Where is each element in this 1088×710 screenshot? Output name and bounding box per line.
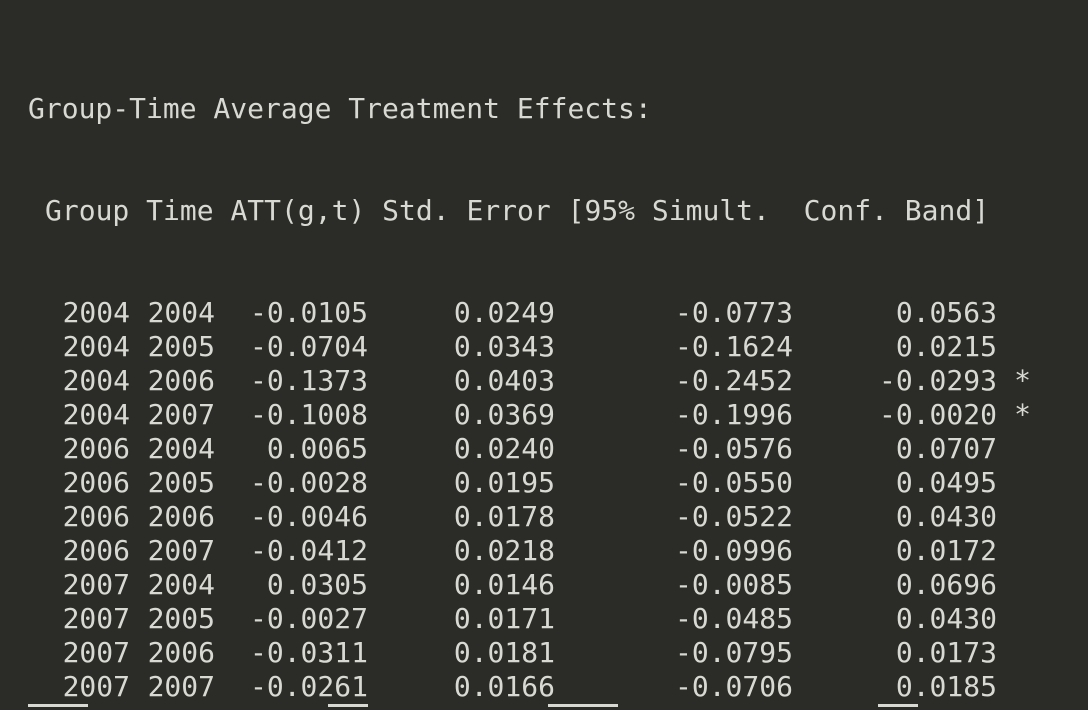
cell-band-lower: -0.0085 bbox=[674, 568, 793, 601]
cell-std-error: 0.0240 bbox=[453, 432, 555, 465]
cell-att: -0.1008 bbox=[249, 398, 368, 431]
cell-band-upper: 0.0215 bbox=[895, 330, 997, 363]
table-row: 2004 2006 -0.1373 0.0403 -0.2452 -0.0293 * bbox=[28, 364, 1039, 398]
header-time: Time bbox=[146, 194, 214, 227]
table-row: 2007 2007 -0.0261 0.0166 -0.0706 0.0185 bbox=[28, 670, 1039, 704]
cell-att: -0.0311 bbox=[249, 636, 368, 669]
cell-std-error: 0.0218 bbox=[453, 534, 555, 567]
results-table: 2004 2004 -0.0105 0.0249 -0.0773 0.0563 2004 20… bbox=[28, 296, 1039, 704]
cell-band-upper: 0.0173 bbox=[895, 636, 997, 669]
cell-band-lower: -0.0773 bbox=[674, 296, 793, 329]
cell-band-lower: -0.0795 bbox=[674, 636, 793, 669]
table-row: 2004 2005 -0.0704 0.0343 -0.1624 0.0215 bbox=[28, 330, 1039, 364]
cell-band-lower: -0.0485 bbox=[674, 602, 793, 635]
table-row: 2007 2006 -0.0311 0.0181 -0.0795 0.0173 bbox=[28, 636, 1039, 670]
cell-group: 2004 bbox=[62, 330, 130, 363]
cell-time: 2005 bbox=[147, 466, 215, 499]
cell-band-lower: -0.1996 bbox=[674, 398, 793, 431]
cell-signif: * bbox=[1014, 398, 1031, 431]
cell-group: 2006 bbox=[62, 432, 130, 465]
cell-std-error: 0.0171 bbox=[453, 602, 555, 635]
cell-std-error: 0.0343 bbox=[453, 330, 555, 363]
header-lower: [95% Simult. bbox=[567, 194, 770, 227]
table-row: 2007 2004 0.0305 0.0146 -0.0085 0.0696 bbox=[28, 568, 1039, 602]
cell-time: 2006 bbox=[147, 636, 215, 669]
cell-group: 2006 bbox=[62, 534, 130, 567]
cell-att: -0.0046 bbox=[249, 500, 368, 533]
cell-std-error: 0.0146 bbox=[453, 568, 555, 601]
cell-band-upper: 0.0696 bbox=[895, 568, 997, 601]
cell-time: 2004 bbox=[147, 432, 215, 465]
cell-att: 0.0065 bbox=[266, 432, 368, 465]
console-output: Group-Time Average Treatment Effects: Gr… bbox=[28, 24, 1039, 710]
cell-time: 2007 bbox=[147, 534, 215, 567]
cell-band-lower: -0.0522 bbox=[674, 500, 793, 533]
cell-group: 2007 bbox=[62, 568, 130, 601]
table-row: 2006 2004 0.0065 0.0240 -0.0576 0.0707 bbox=[28, 432, 1039, 466]
table-row: 2006 2007 -0.0412 0.0218 -0.0996 0.0172 bbox=[28, 534, 1039, 568]
table-row: 2004 2007 -0.1008 0.0369 -0.1996 -0.0020 * bbox=[28, 398, 1039, 432]
cell-band-lower: -0.0996 bbox=[674, 534, 793, 567]
cell-time: 2005 bbox=[147, 602, 215, 635]
cell-band-lower: -0.0706 bbox=[674, 670, 793, 703]
cell-att: 0.0305 bbox=[266, 568, 368, 601]
cell-group: 2007 bbox=[62, 670, 130, 703]
table-row: 2006 2005 -0.0028 0.0195 -0.0550 0.0495 bbox=[28, 466, 1039, 500]
cell-band-upper: 0.0172 bbox=[895, 534, 997, 567]
cell-signif: * bbox=[1014, 364, 1031, 397]
cell-std-error: 0.0181 bbox=[453, 636, 555, 669]
cell-time: 2004 bbox=[147, 296, 215, 329]
cell-band-upper: -0.0020 bbox=[878, 398, 997, 431]
cell-band-lower: -0.0550 bbox=[674, 466, 793, 499]
cell-band-upper: 0.0707 bbox=[895, 432, 997, 465]
cell-band-lower: -0.2452 bbox=[674, 364, 793, 397]
cell-att: -0.0412 bbox=[249, 534, 368, 567]
cell-att: -0.0704 bbox=[249, 330, 368, 363]
cell-band-upper: 0.0563 bbox=[895, 296, 997, 329]
cell-std-error: 0.0403 bbox=[453, 364, 555, 397]
cell-att: -0.0105 bbox=[249, 296, 368, 329]
cell-band-upper: 0.0495 bbox=[895, 466, 997, 499]
header-se: Std. Error bbox=[382, 194, 551, 227]
cell-att: -0.0027 bbox=[249, 602, 368, 635]
cell-time: 2007 bbox=[147, 670, 215, 703]
header-att: ATT(g,t) bbox=[230, 194, 366, 227]
cell-group: 2004 bbox=[62, 364, 130, 397]
table-row: 2006 2006 -0.0046 0.0178 -0.0522 0.0430 bbox=[28, 500, 1039, 534]
cell-band-upper: -0.0293 bbox=[878, 364, 997, 397]
table-row: 2007 2005 -0.0027 0.0171 -0.0485 0.0430 bbox=[28, 602, 1039, 636]
cell-group: 2006 bbox=[62, 466, 130, 499]
cell-time: 2007 bbox=[147, 398, 215, 431]
table-row: 2004 2004 -0.0105 0.0249 -0.0773 0.0563 bbox=[28, 296, 1039, 330]
cell-group: 2004 bbox=[62, 296, 130, 329]
cell-group: 2007 bbox=[62, 602, 130, 635]
output-title: Group-Time Average Treatment Effects: bbox=[28, 92, 652, 125]
cell-std-error: 0.0166 bbox=[453, 670, 555, 703]
cell-band-upper: 0.0430 bbox=[895, 602, 997, 635]
cell-group: 2007 bbox=[62, 636, 130, 669]
cell-band-upper: 0.0430 bbox=[895, 500, 997, 533]
cell-band-upper: 0.0185 bbox=[895, 670, 997, 703]
cell-att: -0.0028 bbox=[249, 466, 368, 499]
cell-std-error: 0.0369 bbox=[453, 398, 555, 431]
cell-band-lower: -0.0576 bbox=[674, 432, 793, 465]
cell-std-error: 0.0178 bbox=[453, 500, 555, 533]
cell-time: 2006 bbox=[147, 364, 215, 397]
header-group: Group bbox=[45, 194, 130, 227]
cell-att: -0.0261 bbox=[249, 670, 368, 703]
cell-std-error: 0.0195 bbox=[453, 466, 555, 499]
cell-time: 2004 bbox=[147, 568, 215, 601]
cell-band-lower: -0.1624 bbox=[674, 330, 793, 363]
cell-group: 2004 bbox=[62, 398, 130, 431]
cell-std-error: 0.0249 bbox=[453, 296, 555, 329]
cell-att: -0.1373 bbox=[249, 364, 368, 397]
header-upper: Conf. Band] bbox=[803, 194, 990, 227]
cell-group: 2006 bbox=[62, 500, 130, 533]
clipped-next-line bbox=[28, 700, 928, 710]
cell-time: 2006 bbox=[147, 500, 215, 533]
table-header: Group Time ATT(g,t) Std. Error [95% Simu… bbox=[28, 194, 1039, 228]
cell-time: 2005 bbox=[147, 330, 215, 363]
